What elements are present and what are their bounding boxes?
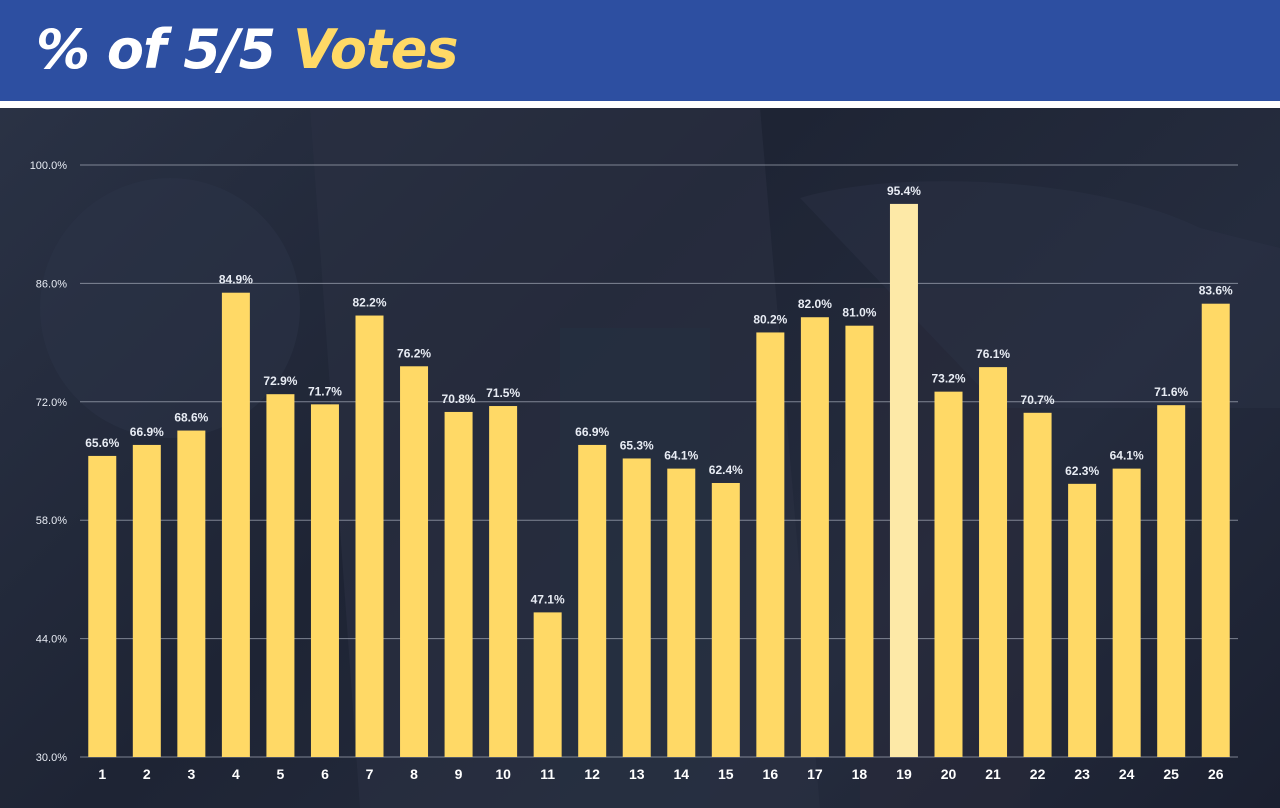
bar <box>310 404 339 757</box>
y-tick-label: 86.0% <box>36 278 67 290</box>
x-tick-label: 23 <box>1074 766 1090 782</box>
bar <box>266 394 295 757</box>
x-tick-label: 12 <box>584 766 600 782</box>
data-label: 70.8% <box>442 392 476 406</box>
data-label: 47.1% <box>531 592 565 606</box>
x-tick-label: 21 <box>985 766 1001 782</box>
x-tick-label: 20 <box>941 766 957 782</box>
bar <box>711 482 740 757</box>
bar <box>444 411 473 757</box>
data-label: 76.1% <box>976 347 1010 361</box>
y-tick-label: 30.0% <box>36 752 67 764</box>
x-tick-label: 1 <box>98 766 106 782</box>
x-tick-label: 24 <box>1119 766 1135 782</box>
x-tick-label: 10 <box>495 766 511 782</box>
x-tick-label: 26 <box>1208 766 1224 782</box>
data-label: 95.4% <box>887 184 921 198</box>
data-label: 65.3% <box>620 438 654 452</box>
data-label: 80.2% <box>753 312 787 326</box>
x-tick-label: 13 <box>629 766 645 782</box>
bar <box>489 406 518 757</box>
bar <box>934 391 963 757</box>
data-label: 66.9% <box>575 425 609 439</box>
data-label: 66.9% <box>130 425 164 439</box>
bar <box>177 430 206 757</box>
bar <box>355 315 384 757</box>
data-label: 71.7% <box>308 384 342 398</box>
x-tick-label: 3 <box>187 766 195 782</box>
x-tick-label: 8 <box>410 766 418 782</box>
x-tick-label: 9 <box>455 766 463 782</box>
data-label: 81.0% <box>842 306 876 320</box>
x-tick-label: 4 <box>232 766 240 782</box>
data-label: 73.2% <box>931 372 965 386</box>
bar <box>756 332 785 757</box>
header-bar <box>0 0 1280 101</box>
bar <box>400 366 429 757</box>
x-tick-label: 7 <box>366 766 374 782</box>
x-tick-label: 25 <box>1163 766 1179 782</box>
bar <box>1023 412 1052 757</box>
bar <box>800 317 829 757</box>
data-label: 62.4% <box>709 463 743 477</box>
x-tick-label: 11 <box>540 766 555 782</box>
x-tick-label: 14 <box>673 766 689 782</box>
x-tick-label: 15 <box>718 766 734 782</box>
y-tick-label: 44.0% <box>36 634 67 646</box>
data-label: 71.5% <box>486 386 520 400</box>
bar <box>578 444 607 757</box>
bar <box>533 612 562 757</box>
x-tick-label: 5 <box>277 766 285 782</box>
x-tick-label: 2 <box>143 766 151 782</box>
data-label: 76.2% <box>397 346 431 360</box>
y-tick-label: 72.0% <box>36 397 67 409</box>
bar <box>88 455 117 757</box>
x-tick-label: 6 <box>321 766 329 782</box>
data-label: 64.1% <box>664 449 698 463</box>
bar <box>1068 483 1097 757</box>
chart-title: % of 5/5 Votes <box>36 14 459 86</box>
x-tick-label: 19 <box>896 766 912 782</box>
data-label: 64.1% <box>1110 449 1144 463</box>
data-label: 72.9% <box>263 374 297 388</box>
bar <box>1157 405 1186 757</box>
data-label: 82.0% <box>798 297 832 311</box>
bar-chart: 30.0% 44.0% 58.0% 72.0% 86.0% 100.0% 65.6% 1 66.… <box>30 160 1238 782</box>
data-label: 62.3% <box>1065 464 1099 478</box>
header-divider <box>0 101 1280 108</box>
bar <box>889 203 918 758</box>
y-tick-label: 58.0% <box>36 515 67 527</box>
bar <box>221 292 250 757</box>
title-accent: Votes <box>292 18 459 81</box>
x-tick-label: 22 <box>1030 766 1046 782</box>
data-label: 68.6% <box>174 411 208 425</box>
bar <box>1201 303 1230 757</box>
bar <box>979 367 1008 757</box>
data-label: 65.6% <box>85 436 119 450</box>
title-main: % of 5/5 <box>36 18 276 81</box>
data-label: 84.9% <box>219 273 253 287</box>
data-label: 82.2% <box>352 296 386 310</box>
bar <box>1112 468 1141 757</box>
bar <box>845 325 874 757</box>
bar <box>622 458 651 757</box>
bar <box>132 444 161 757</box>
data-label: 70.7% <box>1021 393 1055 407</box>
x-tick-label: 17 <box>807 766 823 782</box>
bar <box>667 468 696 757</box>
data-label: 83.6% <box>1199 284 1233 298</box>
data-label: 71.6% <box>1154 385 1188 399</box>
x-tick-label: 18 <box>852 766 868 782</box>
x-tick-label: 16 <box>763 766 779 782</box>
y-tick-label: 100.0% <box>30 160 68 172</box>
